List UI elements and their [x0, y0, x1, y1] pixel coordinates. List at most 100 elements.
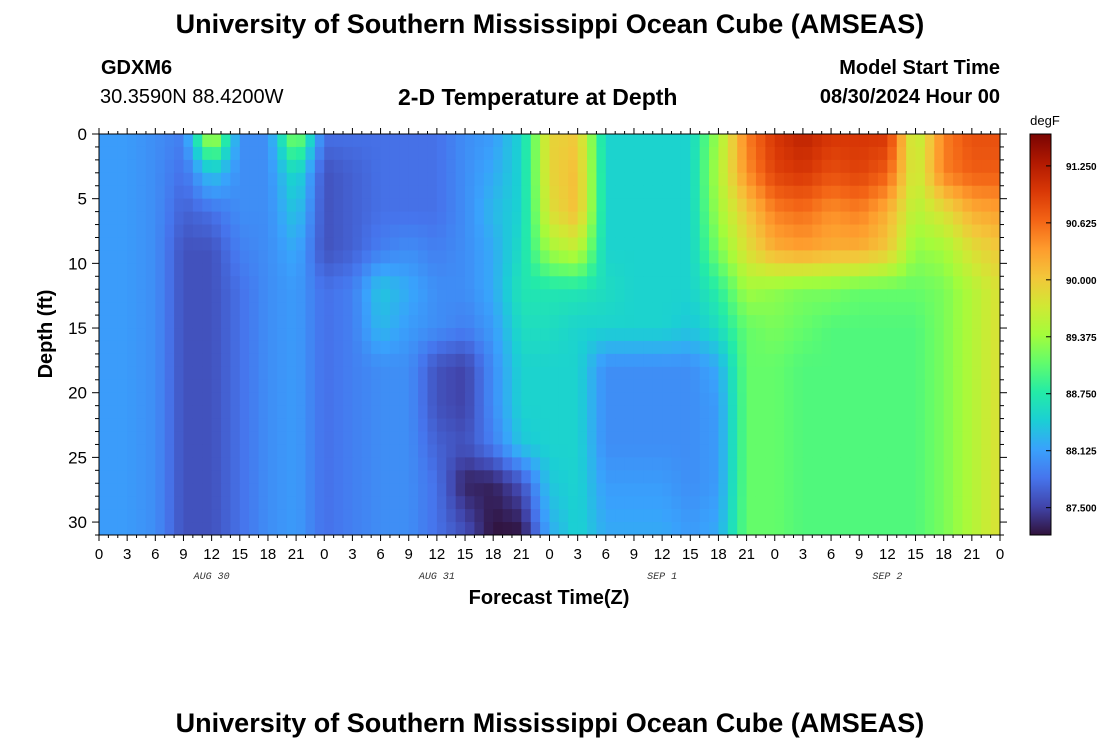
heatmap-cell	[587, 146, 598, 161]
heatmap-cell	[821, 134, 832, 148]
heatmap-cell	[793, 405, 804, 420]
heatmap-cell	[258, 418, 269, 433]
heatmap-cell	[859, 185, 870, 200]
heatmap-cell	[699, 276, 710, 290]
heatmap-cell	[718, 340, 729, 355]
heatmap-cell	[408, 198, 419, 213]
heatmap-cell	[896, 444, 907, 458]
heatmap-cell	[258, 263, 269, 277]
heatmap-cell	[568, 340, 579, 355]
heatmap-cell	[831, 418, 842, 433]
heatmap-cell	[652, 405, 663, 420]
heatmap-cell	[511, 418, 522, 433]
heatmap-cell	[183, 250, 194, 264]
heatmap-cell	[371, 263, 382, 277]
heatmap-cell	[662, 263, 673, 277]
heatmap-cell	[840, 198, 851, 213]
heatmap-cell	[155, 392, 166, 407]
heatmap-cell	[436, 315, 447, 329]
heatmap-cell	[502, 211, 513, 226]
heatmap-cell	[427, 146, 438, 161]
heatmap-cell	[765, 237, 776, 252]
heatmap-cell	[793, 392, 804, 407]
heatmap-cell	[530, 405, 541, 420]
heatmap-cell	[502, 198, 513, 213]
heatmap-cell	[202, 263, 213, 277]
heatmap-cell	[774, 457, 785, 471]
heatmap-cell	[624, 418, 635, 433]
heatmap-cell	[465, 340, 476, 355]
heatmap-cell	[192, 237, 203, 252]
heatmap-cell	[314, 392, 325, 407]
heatmap-cell	[784, 496, 795, 510]
heatmap-cell	[117, 496, 128, 510]
heatmap-cell	[831, 146, 842, 161]
heatmap-cell	[906, 237, 917, 252]
heatmap-cell	[793, 146, 804, 161]
heatmap-cell	[849, 237, 860, 252]
heatmap-cell	[549, 134, 560, 148]
heatmap-cell	[202, 379, 213, 394]
heatmap-cell	[596, 522, 607, 535]
heatmap-cell	[793, 509, 804, 523]
heatmap-cell	[652, 483, 663, 497]
heatmap-cell	[643, 276, 654, 290]
heatmap-cell	[633, 522, 644, 535]
heatmap-cell	[896, 134, 907, 148]
heatmap-cell	[258, 392, 269, 407]
heatmap-cell	[192, 470, 203, 484]
heatmap-cell	[906, 198, 917, 213]
heatmap-cell	[474, 509, 485, 523]
heatmap-cell	[202, 185, 213, 200]
heatmap-cell	[624, 405, 635, 420]
heatmap-cell	[136, 405, 147, 420]
heatmap-cell	[915, 134, 926, 148]
heatmap-cell	[418, 198, 429, 213]
heatmap-cell	[474, 470, 485, 484]
heatmap-cell	[380, 185, 391, 200]
heatmap-cell	[587, 418, 598, 433]
heatmap-cell	[249, 302, 260, 316]
heatmap-cell	[455, 340, 466, 355]
heatmap-cell	[267, 483, 278, 497]
heatmap-cell	[230, 159, 241, 174]
heatmap-cell	[765, 211, 776, 226]
heatmap-cell	[802, 379, 813, 394]
heatmap-cell	[765, 392, 776, 407]
heatmap-cell	[784, 444, 795, 458]
heatmap-cell	[530, 224, 541, 239]
heatmap-cell	[596, 366, 607, 381]
heatmap-cell	[305, 470, 316, 484]
heatmap-cell	[868, 289, 879, 303]
heatmap-cell	[727, 159, 738, 174]
heatmap-cell	[690, 263, 701, 277]
heatmap-cell	[418, 172, 429, 187]
heatmap-cell	[671, 431, 682, 446]
heatmap-cell	[727, 250, 738, 264]
heatmap-cell	[605, 509, 616, 523]
heatmap-cell	[465, 315, 476, 329]
heatmap-cell	[202, 159, 213, 174]
heatmap-cell	[821, 340, 832, 355]
heatmap-cell	[324, 224, 335, 239]
heatmap-cell	[164, 522, 175, 535]
heatmap-cell	[699, 315, 710, 329]
heatmap-cell	[164, 224, 175, 239]
heatmap-cell	[981, 224, 992, 239]
heatmap-cell	[108, 159, 119, 174]
heatmap-cell	[258, 379, 269, 394]
heatmap-cell	[389, 146, 400, 161]
heatmap-cell	[145, 328, 156, 342]
heatmap-cell	[483, 198, 494, 213]
heatmap-cell	[211, 315, 222, 329]
heatmap-cell	[840, 431, 851, 446]
heatmap-cell	[399, 340, 410, 355]
heatmap-cell	[174, 289, 185, 303]
y-tick-label: 0	[78, 125, 87, 144]
heatmap-cell	[305, 159, 316, 174]
heatmap-cell	[821, 470, 832, 484]
heatmap-cell	[446, 457, 457, 471]
heatmap-cell	[352, 134, 363, 148]
heatmap-cell	[943, 509, 954, 523]
heatmap-cell	[493, 509, 504, 523]
